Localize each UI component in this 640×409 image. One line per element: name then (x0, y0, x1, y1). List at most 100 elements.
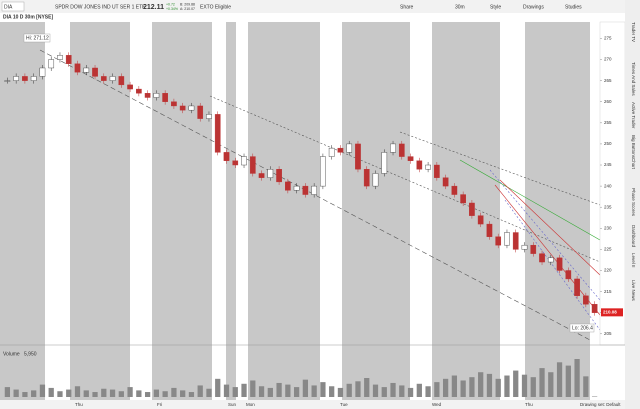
volume-bar (101, 388, 107, 397)
y-tick-label: 255 (604, 120, 612, 125)
trend-lines (39, 49, 601, 341)
volume-bar (232, 387, 238, 397)
candle-body (539, 253, 545, 263)
regular-session (236, 22, 248, 400)
volume-bar (31, 390, 37, 397)
candle-body (57, 55, 63, 60)
y-tick-label: 235 (604, 204, 612, 209)
candle-body (92, 67, 98, 77)
regular-session (500, 22, 525, 400)
candle-body (153, 93, 160, 98)
session-bands (0, 22, 600, 400)
candle-body (100, 76, 107, 81)
sidebar-tab[interactable]: Active Trader (631, 102, 636, 129)
candle-body (144, 93, 151, 98)
candle-body (469, 202, 475, 216)
sidebar-tab[interactable]: Trader TV (631, 22, 636, 42)
button[interactable]: Studies (565, 4, 582, 10)
volume-bar (495, 378, 501, 397)
low-label: Lo: 206.4 (572, 325, 593, 331)
sidebar (625, 0, 640, 409)
sidebar-tab[interactable]: Live News (631, 280, 636, 302)
candle-body (65, 55, 72, 64)
sidebar-tab[interactable]: Phase Scores (631, 188, 636, 217)
candle-body (337, 147, 344, 153)
x-tick-label: Fri (157, 402, 162, 407)
x-tick-label: Thu (525, 402, 533, 407)
volume-bar (250, 380, 256, 397)
volume-bar (451, 375, 458, 397)
volume-bar (346, 383, 352, 397)
y-tick-label: 205 (604, 331, 612, 336)
bid: B: 209.88 (180, 2, 195, 6)
volume-bar (241, 383, 247, 397)
volume-bar (469, 377, 475, 397)
button[interactable]: Drawings (523, 4, 544, 10)
candle-body (530, 244, 537, 254)
sidebar-tab[interactable]: Level II (631, 253, 636, 268)
volume-bar (486, 373, 493, 397)
volume-label: Volume (3, 351, 20, 357)
candle-body (451, 185, 458, 195)
button[interactable]: Share (400, 4, 414, 10)
candle-body (495, 236, 502, 246)
volume-bar (180, 390, 186, 397)
candle-body (556, 257, 563, 271)
chart-header: DIA 10 D 30m [NYSE] (3, 14, 53, 20)
volume-bar (4, 387, 11, 397)
volume-bar (171, 387, 177, 397)
volume-bar (57, 391, 63, 397)
y-tick-label: 270 (604, 57, 612, 62)
volume-bar (513, 370, 519, 397)
candle-body (127, 84, 133, 90)
last-price-label: 210.08 (603, 310, 617, 315)
candle-body (109, 76, 116, 81)
button[interactable]: Style (490, 4, 501, 10)
description: SPDR DOW JONES IND UT SER 1 ETF (55, 4, 145, 10)
candle-body (188, 105, 195, 111)
sidebar-tab[interactable]: Dashboard (631, 225, 636, 248)
volume-bar (390, 382, 396, 397)
volume-bar (48, 387, 54, 397)
volume-bar (539, 368, 545, 397)
volume-bar (188, 392, 195, 397)
candle-body (425, 164, 431, 170)
candle-body (547, 257, 554, 263)
x-tick-label: Sun (228, 402, 237, 407)
high-label: Hi: 271.12 (26, 35, 49, 41)
y-tick-label: 225 (604, 247, 612, 252)
volume-bar (109, 389, 116, 397)
candle-body (285, 181, 291, 191)
regular-session (130, 22, 152, 400)
symbol-box[interactable] (1, 1, 25, 12)
candle-body (4, 80, 11, 82)
volume-bar (364, 378, 370, 397)
button[interactable]: 30m (455, 4, 465, 10)
symbol[interactable]: DIA (4, 4, 13, 10)
candle-body (22, 76, 28, 81)
candle-body (276, 169, 282, 183)
candle-body (434, 164, 440, 178)
candle-body (267, 169, 274, 178)
y-tick-label: 215 (604, 289, 612, 294)
sidebar-tab[interactable]: Times And Sales (631, 62, 636, 96)
regular-session (590, 22, 600, 400)
candle-body (39, 67, 46, 77)
sidebar-tab[interactable]: Big Buttons (631, 135, 636, 159)
volume-bar (416, 383, 422, 397)
volume-bar (136, 390, 142, 397)
last-price: 212.11 (143, 4, 164, 11)
candle-body (311, 185, 317, 195)
candle-body (83, 67, 90, 73)
volume-bar (320, 382, 326, 397)
drawing-set[interactable]: Drawing set: Default (580, 402, 621, 407)
volume-bar (127, 387, 133, 397)
y-tick-label: 240 (604, 183, 612, 188)
volume-bar (267, 387, 273, 397)
y-tick-label: 275 (604, 36, 612, 41)
candle-body (346, 143, 353, 153)
sidebar-tab[interactable]: Chart (631, 158, 636, 170)
change-pct: +0.34% (166, 7, 178, 11)
candles (4, 52, 598, 316)
volume-bar (215, 378, 221, 397)
